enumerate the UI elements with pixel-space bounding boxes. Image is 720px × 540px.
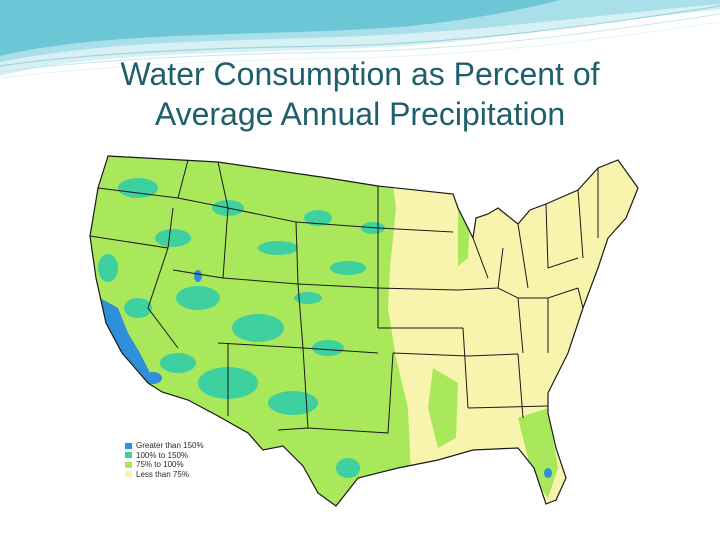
map-legend: Greater than 150% 100% to 150% 75% to 10… bbox=[125, 441, 204, 479]
us-map-svg bbox=[89, 155, 639, 507]
state-borders bbox=[89, 155, 639, 507]
header-swoosh-decoration bbox=[0, 0, 720, 79]
legend-item: Greater than 150% bbox=[125, 441, 204, 451]
legend-label: 75% to 100% bbox=[136, 460, 184, 469]
legend-label: Greater than 150% bbox=[136, 441, 204, 450]
title-line-1: Water Consumption as Percent of bbox=[120, 56, 600, 92]
us-water-consumption-map bbox=[78, 148, 654, 518]
legend-item: 75% to 100% bbox=[125, 460, 204, 470]
legend-item: Less than 75% bbox=[125, 470, 204, 480]
legend-label: 100% to 150% bbox=[136, 450, 189, 460]
legend-swatch-75-100 bbox=[125, 461, 132, 468]
title-line-2: Average Annual Precipitation bbox=[154, 96, 566, 132]
slide-title: Water Consumption as Percent of Average … bbox=[40, 54, 680, 134]
legend-item: 100% to 150% bbox=[125, 451, 204, 461]
legend-swatch-gt150 bbox=[125, 442, 132, 449]
legend-label: Less than 75% bbox=[136, 469, 189, 479]
legend-swatch-lt75 bbox=[125, 471, 132, 478]
legend-swatch-100-150 bbox=[125, 452, 132, 459]
